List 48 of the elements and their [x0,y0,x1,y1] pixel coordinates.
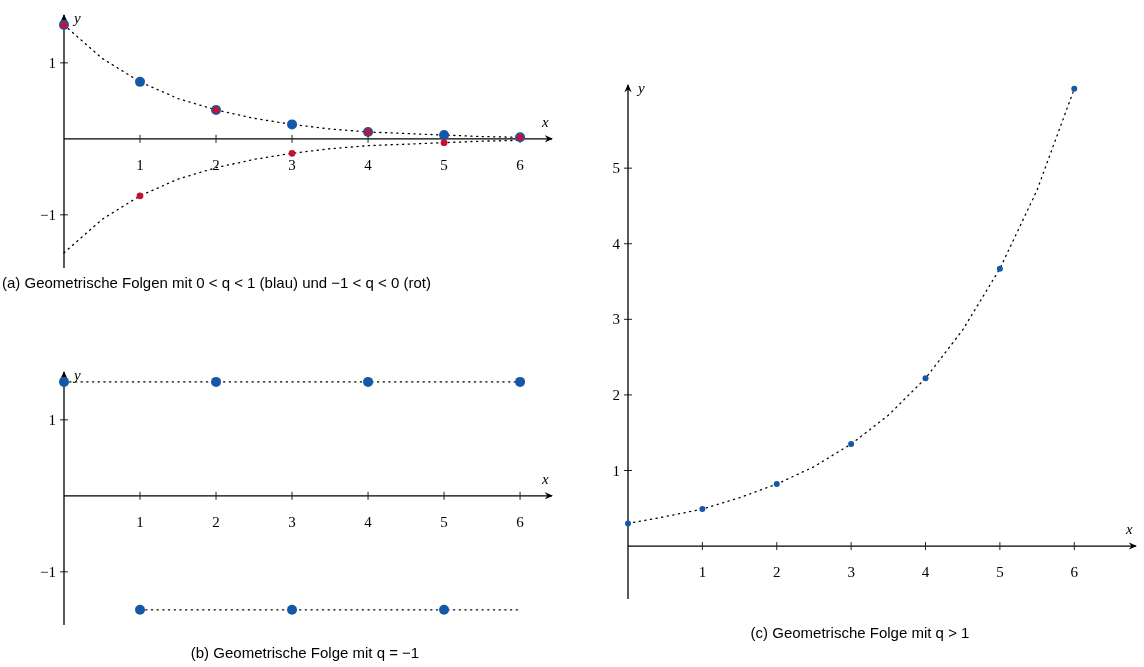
x-tick-label: 6 [516,156,525,173]
x-tick-label: 4 [364,513,373,530]
x-tick-label: 4 [364,156,373,173]
x-tick-label: 5 [440,513,448,530]
y-tick-label: 1 [612,462,620,479]
point [848,441,855,448]
x-tick-label: 2 [212,513,220,530]
y-tick-label: 1 [48,411,56,428]
x-tick-label: 1 [136,156,144,173]
point [136,192,144,200]
y-tick-label: 1 [48,54,56,71]
text: (a) Geometrische Folgen mit 0 < q < 1 (blau) und −1 < q < 0 (rot) [2,274,431,291]
x-tick-label: 3 [288,156,296,173]
x-tick-label: 6 [516,513,525,530]
point [699,506,706,513]
x-tick-label: 6 [1070,564,1079,581]
y-axis-title: y [72,367,81,383]
x-axis-title: x [541,470,549,487]
x-tick-label: 2 [212,156,220,173]
y-tick-label: 2 [612,386,620,403]
point [288,149,296,157]
x-tick-label: 5 [996,564,1004,581]
y-tick-label: 3 [612,311,620,328]
text: (c) Geometrische Folge mit q > 1 [750,624,970,641]
x-tick-label: 5 [440,156,448,173]
y-axis-title: y [636,80,645,96]
x-tick-label: 3 [847,564,855,581]
y-tick-label: −1 [40,563,56,580]
point [287,119,298,130]
x-tick-label: 1 [698,564,707,581]
y-tick-label: 4 [612,235,621,252]
x-tick-label: 4 [921,564,930,581]
x-axis-title: x [1125,521,1133,538]
y-tick-label: −1 [40,206,56,223]
x-axis-title: x [541,113,549,130]
point [135,76,146,87]
x-tick-label: 3 [288,513,296,530]
point [440,139,448,147]
x-tick-label: 1 [136,513,144,530]
y-axis-title: y [72,10,81,26]
point [922,375,929,382]
point [773,481,780,488]
x-tick-label: 2 [773,564,781,581]
text: (b) Geometrische Folge mit q = −1 [190,644,420,661]
point [625,520,631,527]
point [1071,85,1078,92]
point [439,130,450,141]
point [996,265,1003,272]
